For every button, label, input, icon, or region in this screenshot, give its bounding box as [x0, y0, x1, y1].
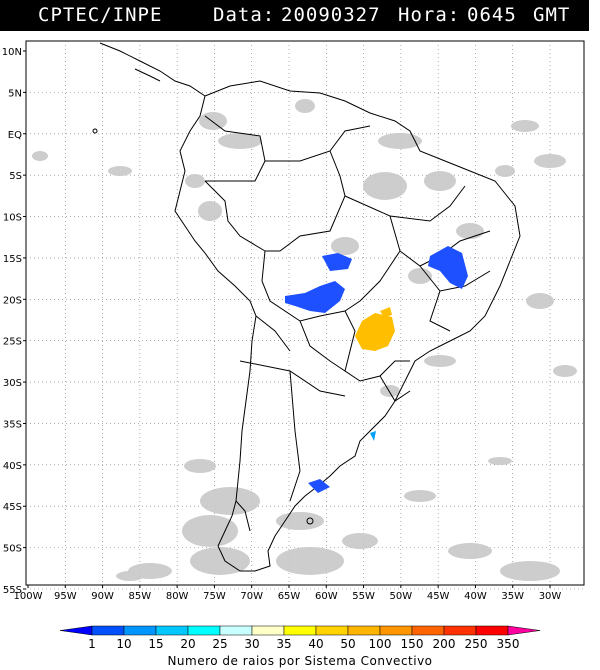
colorbar-swatch	[187, 625, 221, 636]
lon-label: 50W	[390, 591, 413, 602]
colorbar-caption: Numero de raios por Sistema Convectivo	[167, 654, 433, 668]
colorbar-swatches	[59, 625, 541, 636]
blue-cell-north	[322, 253, 352, 271]
colorbar-swatch	[91, 625, 125, 636]
lon-label: 30W	[539, 591, 562, 602]
colorbar-swatch	[59, 625, 93, 636]
longitude-labels: 100W 95W 90W 85W 80W 75W 70W 65W 60W 55W 50W 45W 40W…	[14, 591, 562, 602]
cloud-cover	[32, 99, 577, 581]
lon-label: 45W	[427, 591, 450, 602]
time-value: 0645	[467, 4, 517, 26]
lat-label: 5N	[8, 88, 22, 99]
colorbar-tick-label: 200	[433, 637, 456, 651]
colorbar-tick-label: 150	[401, 637, 424, 651]
map-frame	[25, 40, 585, 586]
colorbar-tick-label: 100	[369, 637, 392, 651]
source-label: CPTEC/INPE	[38, 4, 163, 26]
title-bar: CPTEC/INPE Data: 20090327 Hora: 0645 GMT	[0, 0, 589, 31]
colorbar-tick-label: 1	[88, 637, 96, 651]
lat-label: 35S	[3, 419, 22, 430]
lon-label: 100W	[14, 591, 43, 602]
lon-label: 70W	[240, 591, 263, 602]
yellow-cell-small	[380, 307, 392, 317]
lat-label: 20S	[3, 295, 22, 306]
lon-label: 80W	[166, 591, 189, 602]
lon-label: 75W	[203, 591, 226, 602]
colorbar-tick-label: 350	[497, 637, 520, 651]
colorbar-tick-label: 250	[465, 637, 488, 651]
lat-label: 50S	[3, 544, 22, 555]
colorbar-tick-labels: 1 10 15 20 25 30 35 40 50 100 150 200 250 350	[88, 637, 519, 651]
lat-label: 30S	[3, 378, 22, 389]
lat-label: 15S	[3, 254, 22, 265]
lat-label: 10N	[2, 47, 22, 58]
blue-cell-west	[285, 281, 345, 313]
lat-label: 55S	[3, 585, 22, 596]
colorbar-tick-label: 25	[212, 637, 227, 651]
colorbar-swatch	[251, 625, 285, 636]
colorbar-swatch	[443, 625, 477, 636]
cyan-cell	[370, 431, 376, 441]
colorbar-swatch	[507, 625, 541, 636]
timezone-label: GMT	[533, 4, 571, 26]
colorbar-tick-label: 50	[340, 637, 355, 651]
colorbar-swatch	[315, 625, 349, 636]
colorbar-swatch	[475, 625, 509, 636]
colorbar-swatch	[283, 625, 317, 636]
date-label: Data:	[213, 4, 276, 26]
lon-label: 60W	[315, 591, 338, 602]
colorbar-tick-label: 10	[116, 637, 131, 651]
colorbar-swatch	[219, 625, 253, 636]
lon-label: 55W	[352, 591, 375, 602]
lon-label: 90W	[91, 591, 114, 602]
colorbar-swatch	[411, 625, 445, 636]
lon-label: 85W	[129, 591, 152, 602]
lat-label: 10S	[3, 213, 22, 224]
colorbar-swatch	[155, 625, 189, 636]
date-value: 20090327	[281, 4, 381, 26]
lon-label: 95W	[54, 591, 77, 602]
lon-label: 35W	[501, 591, 524, 602]
colorbar-tick-label: 20	[180, 637, 195, 651]
lightning-cells	[285, 246, 468, 493]
yellow-cell	[355, 313, 395, 351]
time-label: Hora:	[398, 4, 461, 26]
latitude-labels: 10N 5N EQ 5S 10S 15S 20S 25S 30S 35S 40S 45S 50S 55S	[2, 47, 22, 596]
lon-label: 40W	[464, 591, 487, 602]
lon-label: 65W	[278, 591, 301, 602]
map-panel: 10N5NEQ5S10S15S20S25S30S35S40S45S50S55S …	[2, 40, 585, 602]
colorbar: 1 10 15 20 25 30 35 40 50 100 150 200 250 350	[59, 625, 541, 651]
colorbar-swatch	[123, 625, 157, 636]
lat-label: 5S	[9, 171, 22, 182]
colorbar-tick-label: 35	[276, 637, 291, 651]
lat-label: 25S	[3, 337, 22, 348]
lat-label: 40S	[3, 461, 22, 472]
blue-cell-south	[308, 479, 330, 493]
colorbar-swatch	[379, 625, 413, 636]
blue-cell-east	[428, 246, 468, 289]
coastlines-and-borders	[92, 42, 521, 572]
colorbar-tick-label: 15	[148, 637, 163, 651]
colorbar-tick-label: 30	[244, 637, 259, 651]
lat-label: EQ	[8, 130, 22, 141]
lat-label: 45S	[3, 502, 22, 513]
colorbar-tick-label: 40	[308, 637, 323, 651]
colorbar-swatch	[347, 625, 381, 636]
